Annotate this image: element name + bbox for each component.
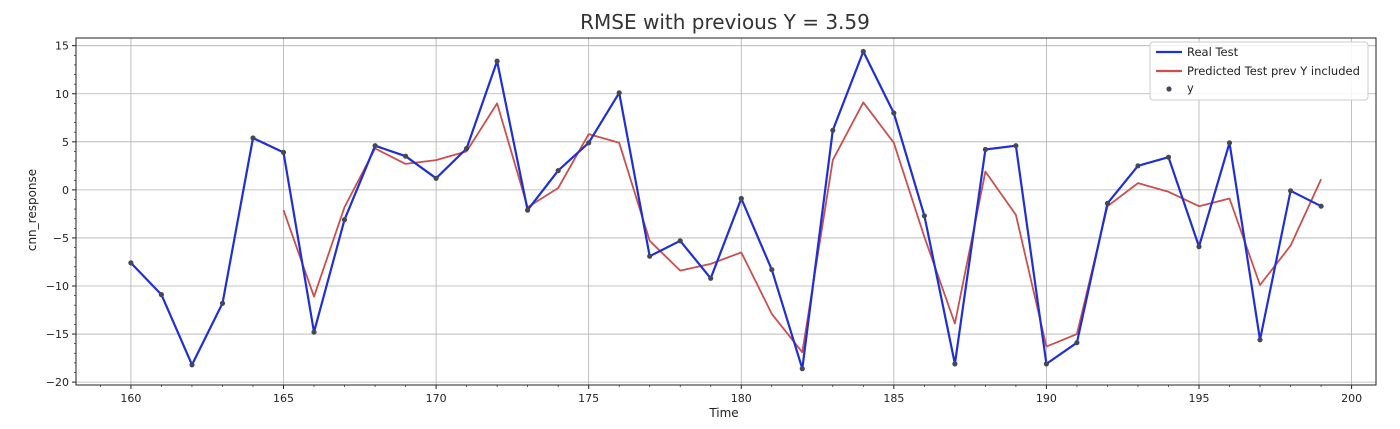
scatter-point-y	[403, 153, 409, 159]
series-layer	[128, 48, 1324, 372]
scatter-point-y	[586, 140, 592, 146]
x-axis-label: Time	[708, 406, 738, 420]
scatter-point-y	[982, 146, 989, 153]
scatter-point-y	[433, 175, 439, 181]
scatter-point-y	[952, 361, 958, 367]
y-tick-label: −5	[53, 232, 69, 245]
scatter-point-y	[677, 238, 683, 244]
scatter-point-y	[1257, 337, 1263, 343]
scatter-point-y	[189, 362, 195, 368]
scatter-point-y	[860, 48, 866, 55]
y-tick-label: 10	[55, 88, 69, 101]
scatter-point-y	[1013, 143, 1019, 149]
scatter-point-y	[1288, 188, 1294, 194]
x-tick-label: 190	[1036, 392, 1057, 405]
scatter-point-y	[311, 329, 317, 335]
scatter-point-y	[738, 195, 744, 202]
scatter-point-y	[1043, 361, 1049, 367]
scatter-point-y	[250, 135, 256, 141]
x-tick-label: 195	[1189, 392, 1210, 405]
scatter-point-y	[280, 149, 287, 155]
scatter-point-y	[464, 145, 470, 152]
scatter-point-y	[616, 90, 622, 96]
scatter-point-y	[830, 127, 836, 133]
y-axis-label: cnn_response	[25, 169, 39, 251]
scatter-point-y	[372, 143, 378, 149]
scatter-point-y	[341, 217, 348, 223]
y-tick-label: −15	[46, 328, 69, 341]
scatter-point-y	[219, 300, 226, 306]
scatter-point-y	[1196, 244, 1202, 250]
legend-label-real-test: Real Test	[1187, 45, 1239, 59]
x-tick-label: 175	[578, 392, 599, 405]
y-tick-label: 0	[62, 184, 69, 197]
y-tick-label: 15	[55, 40, 69, 53]
legend-box	[1149, 41, 1369, 101]
scatter-point-y	[891, 110, 897, 116]
chart-title: RMSE with previous Y = 3.59	[580, 10, 870, 34]
scatter-point-y	[1226, 140, 1233, 146]
scatter-point-y	[708, 275, 714, 281]
x-tick-label: 165	[273, 392, 294, 405]
x-tick-label: 180	[731, 392, 752, 405]
scatter-point-y	[1104, 200, 1111, 206]
scatter-point-y	[799, 366, 805, 372]
x-tick-label: 200	[1341, 392, 1362, 405]
scatter-point-y	[1318, 203, 1324, 209]
legend-swatch-y	[1166, 86, 1172, 92]
x-tick-label: 185	[883, 392, 904, 405]
legend: Real Test Predicted Test prev Y included…	[1149, 41, 1369, 101]
series-line-predicted	[282, 101, 1322, 354]
scatter-point-y	[1135, 163, 1141, 169]
y-tick-label: 5	[62, 136, 69, 149]
scatter-point-y	[769, 267, 775, 273]
series-line-real-test	[130, 50, 1322, 370]
y-tick-label: −10	[46, 280, 69, 293]
legend-label-y: y	[1187, 81, 1194, 95]
y-tick-label: −20	[46, 376, 69, 389]
scatter-point-y	[128, 260, 134, 266]
scatter-point-y	[158, 292, 164, 298]
scatter-point-y	[921, 213, 928, 219]
scatter-point-y	[494, 58, 500, 64]
x-tick-label: 170	[426, 392, 447, 405]
scatter-point-y	[1165, 154, 1172, 160]
legend-label-predicted: Predicted Test prev Y included	[1187, 64, 1360, 78]
x-tick-label: 160	[120, 392, 141, 405]
scatter-point-y	[525, 207, 531, 213]
scatter-point-y	[1074, 340, 1080, 346]
plot-frame	[75, 37, 1377, 386]
scatter-point-y	[647, 253, 653, 259]
scatter-point-y	[555, 168, 561, 174]
